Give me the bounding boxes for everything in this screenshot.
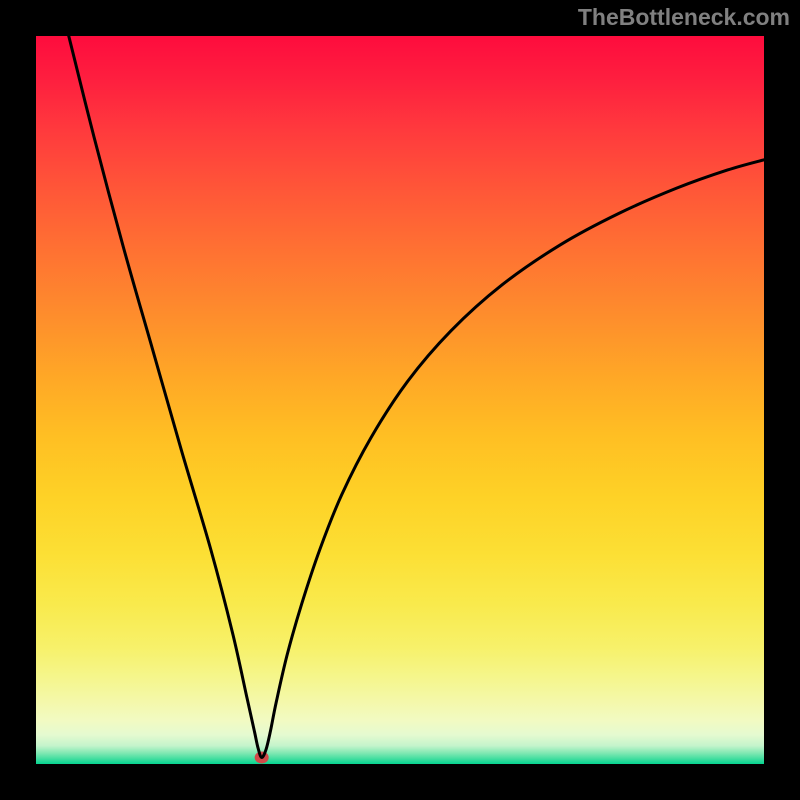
- plot-area: [36, 36, 764, 764]
- gradient-background: [36, 36, 764, 764]
- bottleneck-chart: [36, 36, 764, 764]
- chart-container: TheBottleneck.com: [0, 0, 800, 800]
- watermark-text: TheBottleneck.com: [578, 4, 790, 31]
